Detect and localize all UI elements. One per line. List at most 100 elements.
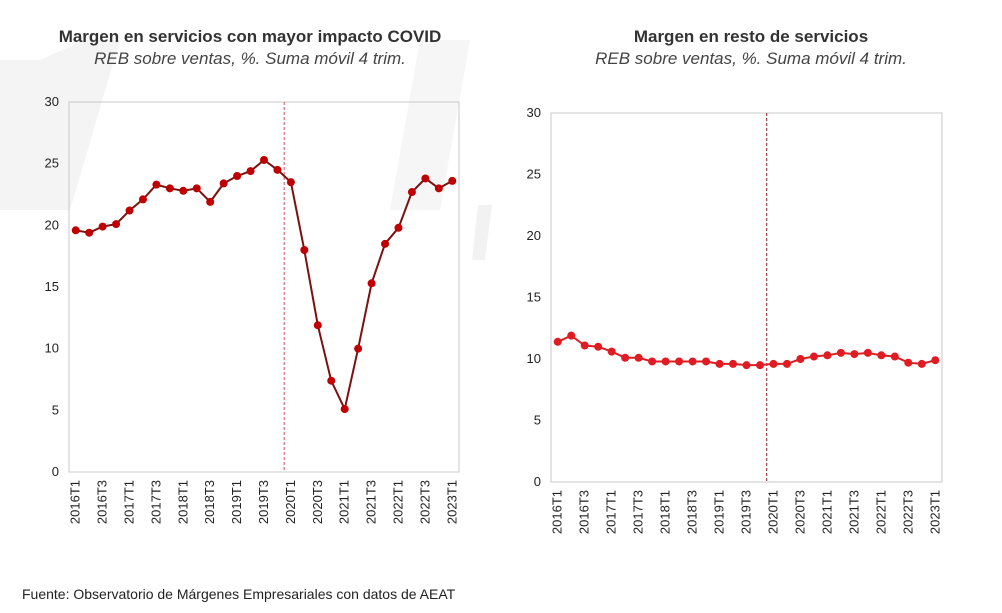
data-point xyxy=(434,184,443,193)
data-point xyxy=(219,179,228,188)
x-tick-label: 2021T3 xyxy=(846,490,861,534)
x-tick-label: 2019T3 xyxy=(256,480,271,524)
data-point xyxy=(98,222,107,231)
x-tick-label: 2021T1 xyxy=(819,490,834,534)
data-point xyxy=(621,353,630,362)
x-tick-label: 2021T3 xyxy=(364,480,379,524)
data-point xyxy=(246,167,255,176)
data-point xyxy=(206,197,215,206)
x-tick-label: 2018T3 xyxy=(202,480,217,524)
data-point xyxy=(260,155,268,164)
data-point xyxy=(702,357,711,366)
y-tick-label: 10 xyxy=(45,341,59,356)
x-tick-label: 2016T3 xyxy=(95,480,110,524)
y-tick-label: 15 xyxy=(45,279,59,294)
x-tick-label: 2020T1 xyxy=(765,490,780,534)
data-point xyxy=(675,357,684,366)
data-point xyxy=(407,188,416,197)
data-point xyxy=(594,342,603,351)
x-tick-label: 2018T1 xyxy=(658,490,673,534)
x-tick-label: 2019T1 xyxy=(229,480,244,524)
line-chart-covid: 0 5 10 15 20 25 30 2016T1 2016T3 2017T1 2017T3 2018… xyxy=(45,94,460,524)
x-tick-label: 2018T3 xyxy=(685,490,700,534)
x-tick-label: 2016T1 xyxy=(550,490,565,534)
data-point xyxy=(85,228,94,237)
y-tick-label: 0 xyxy=(534,474,541,489)
y-tick-label: 30 xyxy=(45,94,59,109)
x-tick-label: 2017T1 xyxy=(604,490,619,534)
x-tick-label: 2022T1 xyxy=(873,490,888,534)
x-tick-label: 2019T3 xyxy=(739,490,754,534)
data-point xyxy=(648,357,657,366)
data-point xyxy=(742,361,751,370)
data-point xyxy=(661,357,670,366)
y-tick-label: 30 xyxy=(527,105,541,120)
data-point xyxy=(904,358,913,367)
data-point xyxy=(286,178,295,187)
x-tick-label: 2023T1 xyxy=(444,480,459,524)
plot-area xyxy=(550,112,943,483)
data-point xyxy=(567,331,576,340)
data-point xyxy=(823,351,832,360)
data-point xyxy=(890,352,899,361)
data-point xyxy=(877,351,886,360)
x-tick-label: 2017T3 xyxy=(631,490,646,534)
data-point xyxy=(809,352,818,361)
data-point xyxy=(607,347,616,356)
x-tick-label: 2016T1 xyxy=(68,480,83,524)
data-point xyxy=(179,186,188,195)
y-tick-label: 5 xyxy=(52,402,59,417)
y-tick-label: 25 xyxy=(527,167,541,182)
data-point xyxy=(634,353,643,362)
data-point xyxy=(381,239,390,248)
data-point xyxy=(125,206,134,215)
y-tick-label: 20 xyxy=(45,217,59,232)
y-tick-label: 0 xyxy=(52,464,59,479)
y-tick-label: 5 xyxy=(534,413,541,428)
x-tick-label: 2017T1 xyxy=(122,480,137,524)
chart-title: Margen en resto de servicios xyxy=(633,27,869,46)
line-chart-resto: 0 5 10 15 20 25 30 2016T1 2016T3 2017T1 2017T3 2018… xyxy=(527,105,943,534)
data-point xyxy=(421,174,430,183)
data-point xyxy=(192,184,201,193)
data-point xyxy=(782,359,791,368)
plot-area xyxy=(68,101,460,473)
data-point xyxy=(729,359,738,368)
data-point xyxy=(863,348,872,357)
data-point xyxy=(165,184,174,193)
data-point xyxy=(354,344,363,353)
y-tick-label: 20 xyxy=(527,228,541,243)
data-point xyxy=(796,355,805,363)
data-point xyxy=(138,195,147,204)
data-point xyxy=(755,361,764,370)
data-point xyxy=(448,176,457,185)
source-note: Fuente: Observatorio de Márgenes Empresa… xyxy=(22,586,456,602)
data-point xyxy=(394,223,403,232)
x-tick-label: 2020T3 xyxy=(310,480,325,524)
x-tick-label: 2020T1 xyxy=(283,480,298,524)
data-point xyxy=(71,226,80,235)
chart-panel-resto: Margen en resto de servicios REB sobre v… xyxy=(500,0,1002,560)
data-point xyxy=(112,220,121,229)
data-point xyxy=(300,246,309,254)
x-tick-label: 2019T1 xyxy=(712,490,727,534)
data-point xyxy=(233,172,242,180)
data-point xyxy=(580,341,589,350)
x-tick-label: 2016T3 xyxy=(577,490,592,534)
chart-subtitle: REB sobre ventas, %. Suma móvil 4 trim. xyxy=(94,49,406,68)
chart-panel-covid: Margen en servicios con mayor impacto CO… xyxy=(0,0,500,560)
data-point xyxy=(553,337,562,346)
chart-title: Margen en servicios con mayor impacto CO… xyxy=(58,27,442,46)
data-point xyxy=(327,376,336,385)
data-point xyxy=(715,359,724,368)
data-point xyxy=(367,279,376,288)
data-point xyxy=(769,359,778,368)
x-tick-label: 2017T3 xyxy=(148,480,163,524)
data-point xyxy=(152,180,161,189)
data-point xyxy=(688,357,697,366)
data-point xyxy=(836,348,845,357)
data-point xyxy=(313,321,322,330)
data-point xyxy=(273,165,282,174)
x-tick-label: 2022T1 xyxy=(390,480,405,524)
data-point xyxy=(340,405,349,414)
